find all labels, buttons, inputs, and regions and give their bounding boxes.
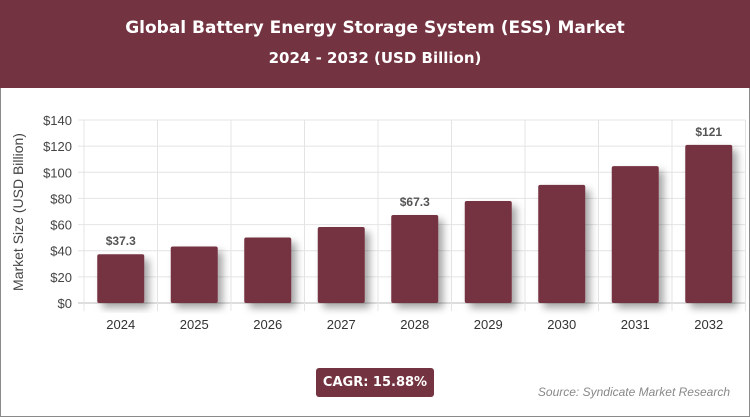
y-tick-label: $0 (58, 296, 72, 311)
y-tick-label: $120 (43, 139, 72, 154)
y-axis-label: Market Size (USD Billion) (10, 133, 26, 291)
y-tick-label: $140 (43, 113, 72, 128)
y-tick-label: $40 (50, 244, 72, 259)
bar-2027 (317, 227, 365, 303)
x-tick-label: 2029 (474, 317, 503, 332)
x-tick-label: 2025 (180, 317, 209, 332)
x-tick-label: 2032 (694, 317, 723, 332)
y-tick-label: $60 (50, 218, 72, 233)
chart-subtitle: 2024 - 2032 (USD Billion) (268, 49, 482, 67)
x-tick-label: 2026 (253, 317, 282, 332)
source-note: Source: Syndicate Market Research (537, 385, 730, 399)
cagr-badge: CAGR: 15.88% (316, 368, 434, 397)
x-tick-label: 2027 (327, 317, 356, 332)
x-tick-label: 2031 (621, 317, 650, 332)
x-tick-label: 2028 (400, 317, 429, 332)
bar-chart: Market Size (USD Billion) $0 $20 $40 $60 $80… (10, 113, 746, 332)
bar-2024 (97, 254, 145, 303)
y-tick-label: $80 (50, 191, 72, 206)
chart-header: Global Battery Energy Storage System (ES… (0, 0, 750, 88)
bar-2031 (611, 166, 659, 303)
y-tick-label: $20 (50, 270, 72, 285)
data-label-2032: $121 (695, 125, 722, 139)
data-label-2028: $67.3 (400, 195, 430, 209)
bar-2028 (391, 215, 439, 303)
y-tick-label: $100 (43, 165, 72, 180)
bar-2030 (538, 184, 586, 303)
bar-2025 (170, 246, 218, 303)
chart-title: Global Battery Energy Storage System (ES… (125, 18, 625, 38)
bar-2026 (244, 237, 292, 303)
bar-2029 (464, 201, 512, 303)
x-tick-label: 2030 (547, 317, 576, 332)
bar-2032 (685, 144, 733, 303)
data-label-2024: $37.3 (106, 234, 136, 248)
x-tick-label: 2024 (106, 317, 135, 332)
